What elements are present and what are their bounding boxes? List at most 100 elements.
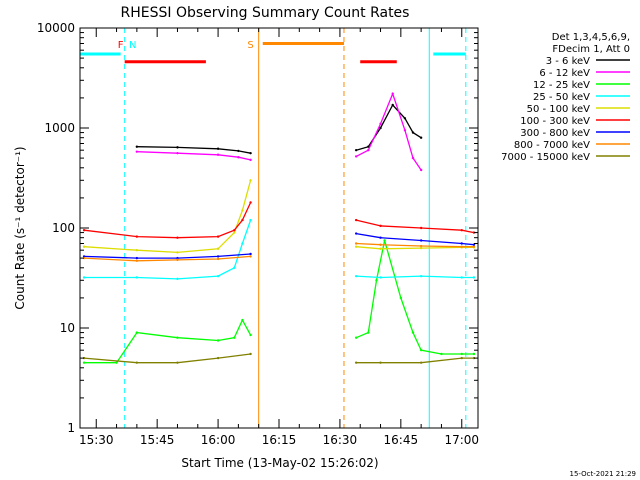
x-tick-label-3: 16:15 xyxy=(262,433,297,447)
series-point-1-1 xyxy=(176,151,179,155)
series-point-2-11 xyxy=(383,239,386,242)
series-point-8-9 xyxy=(472,356,476,360)
series-point-0-5 xyxy=(354,148,358,152)
series-point-6-9 xyxy=(472,243,476,246)
series-point-6-0 xyxy=(82,255,86,258)
series-point-6-2 xyxy=(176,256,179,260)
series-point-0-10 xyxy=(411,131,415,134)
annotation-N: N xyxy=(129,40,136,51)
series-point-3-5 xyxy=(241,242,244,245)
series-point-3-8 xyxy=(379,276,382,279)
series-point-5-2 xyxy=(176,236,179,239)
series-point-5-4 xyxy=(233,229,236,232)
timestamp: 15-Oct-2021 21:29 xyxy=(570,470,636,478)
series-point-5-11 xyxy=(472,231,476,234)
series-point-0-3 xyxy=(237,149,240,153)
annotation-F: F xyxy=(118,40,124,51)
y-tick-label-0: 1 xyxy=(67,421,75,435)
series-line-8-part-1 xyxy=(356,357,474,364)
series-point-5-9 xyxy=(419,226,423,230)
series-point-5-8 xyxy=(379,224,382,228)
series-point-2-16 xyxy=(460,352,463,356)
series-point-4-9 xyxy=(419,246,423,250)
series-line-2-part-1 xyxy=(355,240,474,355)
series-point-4-8 xyxy=(379,247,382,250)
axes: 1 10 100 1000 10000 15:30 15:45 16:00 16:15 16:30… xyxy=(37,21,479,447)
legend-label-7: 800 - 7000 keV xyxy=(514,140,590,151)
series-point-8-4 xyxy=(249,352,252,356)
y-tick-label-3: 1000 xyxy=(44,121,75,135)
series-point-0-9 xyxy=(403,117,407,120)
series-point-8-6 xyxy=(379,361,382,364)
series-point-0-0 xyxy=(135,145,139,148)
series-point-3-7 xyxy=(354,274,358,278)
series-point-2-9 xyxy=(367,331,370,334)
series-point-6-7 xyxy=(419,239,423,242)
annotation-S: S xyxy=(247,40,253,51)
series-point-7-0 xyxy=(82,256,86,260)
series-point-2-17 xyxy=(472,352,476,356)
series-point-1-8 xyxy=(391,92,394,95)
series-point-8-2 xyxy=(176,361,179,364)
series-point-2-0 xyxy=(82,361,86,364)
series-point-2-2 xyxy=(135,331,139,334)
series-point-5-3 xyxy=(216,235,220,238)
legend-label-1: 6 - 12 keV xyxy=(539,68,590,79)
series-point-0-2 xyxy=(216,147,220,150)
series-point-3-10 xyxy=(460,276,463,279)
series-point-1-5 xyxy=(354,155,358,158)
series-point-0-7 xyxy=(379,126,382,130)
series-point-1-10 xyxy=(411,156,415,160)
y-tick-label-2: 100 xyxy=(52,221,75,235)
series-point-6-6 xyxy=(379,236,382,239)
series-point-3-6 xyxy=(249,218,252,222)
series-point-1-7 xyxy=(379,122,382,126)
x-axis-label: Start Time (13-May-02 15:26:02) xyxy=(181,456,378,470)
x-tick-label-5: 16:45 xyxy=(384,433,419,447)
series-point-4-4 xyxy=(233,231,236,234)
series-point-0-8 xyxy=(391,103,394,107)
series-line-8-part-0 xyxy=(84,353,251,364)
series-point-5-0 xyxy=(82,229,86,232)
legend-label-5: 100 - 300 keV xyxy=(520,116,590,127)
series-point-8-3 xyxy=(216,356,220,360)
chart-title: RHESSI Observing Summary Count Rates xyxy=(121,5,410,21)
series-point-4-2 xyxy=(176,251,179,254)
series-point-8-1 xyxy=(135,361,139,364)
legend-header-0: Det 1,3,4,5,6,9, xyxy=(552,32,630,43)
series-point-4-7 xyxy=(354,245,358,248)
series-point-1-3 xyxy=(237,156,240,159)
series-point-1-9 xyxy=(403,129,407,132)
legend-label-3: 25 - 50 keV xyxy=(533,92,590,103)
series-point-0-11 xyxy=(419,136,423,139)
series-line-4-part-0 xyxy=(84,180,252,254)
x-tick-label-4: 16:30 xyxy=(323,433,358,447)
series-line-1-part-0 xyxy=(136,151,251,161)
series-point-6-1 xyxy=(135,256,139,260)
series-point-2-10 xyxy=(375,279,378,282)
series-point-7-1 xyxy=(135,259,139,262)
series-point-6-3 xyxy=(216,255,220,258)
series-point-3-0 xyxy=(82,276,86,279)
series-point-3-2 xyxy=(176,277,179,281)
legend-label-2: 12 - 25 keV xyxy=(533,80,590,91)
series-point-2-13 xyxy=(411,331,415,334)
plot-area: NF S xyxy=(80,28,476,428)
series-point-7-2 xyxy=(176,258,179,262)
series-point-7-3 xyxy=(216,257,220,261)
y-tick-label-4: 10000 xyxy=(37,21,75,35)
series-line-5-part-0 xyxy=(84,202,252,239)
series-point-7-8 xyxy=(460,245,463,248)
series-line-6-part-0 xyxy=(84,253,251,259)
series-point-1-4 xyxy=(249,158,252,162)
series-point-5-1 xyxy=(135,235,139,238)
series-point-1-2 xyxy=(216,153,220,156)
legend-label-4: 50 - 100 keV xyxy=(527,104,591,115)
series-point-5-5 xyxy=(241,218,244,222)
series-point-4-0 xyxy=(82,245,86,248)
legend-header-1: FDecim 1, Att 0 xyxy=(552,44,630,55)
series-point-7-5 xyxy=(354,242,358,245)
series-line-7-part-1 xyxy=(356,242,474,248)
legend-label-0: 3 - 6 keV xyxy=(546,56,590,67)
